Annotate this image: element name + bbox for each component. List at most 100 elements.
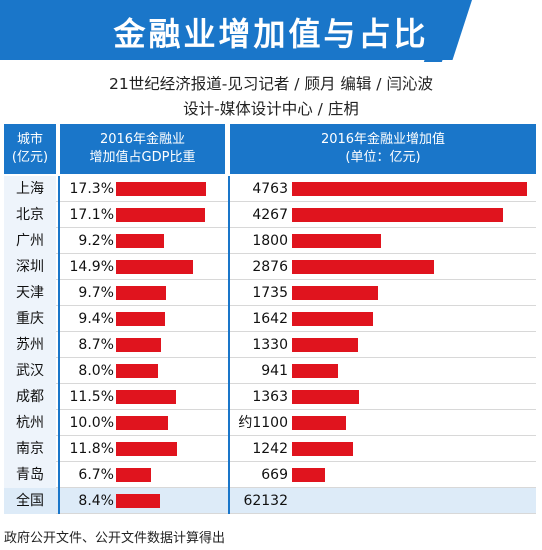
table-row: 苏州 8.7% 1330: [4, 332, 536, 358]
city-label: 青岛: [4, 462, 56, 488]
column-header-share: 2016年金融业 增加值占GDP比重: [60, 124, 225, 174]
value-bar: [292, 234, 381, 248]
value-bar: [292, 468, 325, 482]
column-divider: [228, 228, 230, 254]
share-label: 17.3%: [69, 181, 114, 197]
column-divider: [58, 228, 60, 254]
value-bar: [292, 442, 353, 456]
share-label: 9.4%: [78, 311, 114, 327]
column-divider: [228, 254, 230, 280]
column-divider: [228, 280, 230, 306]
column-divider: [228, 176, 230, 202]
column-header-value-line1: 2016年金融业增加值: [320, 132, 446, 147]
credit-line-2: 设计-媒体设计中心 / 庄枂: [183, 100, 359, 118]
column-header-share-line1: 2016年金融业: [99, 132, 186, 147]
column-divider: [58, 410, 60, 436]
value-bar: [292, 286, 378, 300]
table-row: 广州 9.2% 1800: [4, 228, 536, 254]
value-label: 1800: [252, 233, 288, 249]
share-label: 14.9%: [69, 259, 114, 275]
table-row: 武汉 8.0% 941: [4, 358, 536, 384]
column-divider: [58, 436, 60, 462]
table-row: 全国 8.4% 62132: [4, 488, 536, 514]
column-divider: [58, 280, 60, 306]
city-label: 北京: [4, 202, 56, 228]
share-label: 11.5%: [69, 389, 114, 405]
city-label: 全国: [4, 488, 56, 514]
column-divider: [58, 384, 60, 410]
table-row: 天津 9.7% 1735: [4, 280, 536, 306]
city-label: 天津: [4, 280, 56, 306]
city-label: 武汉: [4, 358, 56, 384]
column-divider: [58, 254, 60, 280]
column-divider: [228, 488, 230, 514]
value-label: 669: [261, 467, 288, 483]
share-bar: [116, 468, 151, 482]
column-divider: [58, 202, 60, 228]
city-label: 深圳: [4, 254, 56, 280]
value-label: 约1100: [238, 415, 288, 431]
value-bar: [292, 182, 527, 196]
page-title: 金融业增加值与占比: [113, 15, 429, 53]
column-divider: [228, 436, 230, 462]
value-bar: [292, 208, 503, 222]
column-divider: [58, 488, 60, 514]
share-bar: [116, 234, 164, 248]
column-divider: [228, 306, 230, 332]
table-row: 上海 17.3% 4763: [4, 176, 536, 202]
share-label: 6.7%: [78, 467, 114, 483]
column-header-city-line1: 城市: [16, 132, 43, 147]
data-table: 上海 17.3% 4763 北京 17.1% 4267 广州 9.2% 1800 深圳 14.9% 2…: [4, 176, 536, 514]
city-label: 南京: [4, 436, 56, 462]
share-bar: [116, 208, 205, 222]
city-label: 重庆: [4, 306, 56, 332]
title-banner: 金融业增加值与占比: [0, 0, 542, 66]
share-bar: [116, 260, 193, 274]
value-label: 1642: [252, 311, 288, 327]
share-bar: [116, 338, 161, 352]
share-label: 8.7%: [78, 337, 114, 353]
share-label: 8.4%: [78, 493, 114, 509]
table-row: 青岛 6.7% 669: [4, 462, 536, 488]
value-label: 941: [261, 363, 288, 379]
column-divider: [58, 358, 60, 384]
share-bar: [116, 390, 176, 404]
column-divider: [58, 462, 60, 488]
column-divider: [58, 332, 60, 358]
column-header-share-line2: 增加值占GDP比重: [89, 150, 196, 165]
share-bar: [116, 494, 160, 508]
share-bar: [116, 312, 165, 326]
table-row: 北京 17.1% 4267: [4, 202, 536, 228]
column-divider: [228, 332, 230, 358]
value-label: 1735: [252, 285, 288, 301]
city-label: 上海: [4, 176, 56, 202]
value-label: 62132: [243, 493, 288, 509]
value-bar: [292, 416, 346, 430]
column-divider: [228, 202, 230, 228]
table-row: 南京 11.8% 1242: [4, 436, 536, 462]
share-label: 11.8%: [69, 441, 114, 457]
share-bar: [116, 182, 206, 196]
value-bar: [292, 312, 373, 326]
value-bar: [292, 390, 359, 404]
column-divider: [228, 462, 230, 488]
share-bar: [116, 286, 166, 300]
share-label: 9.7%: [78, 285, 114, 301]
share-label: 8.0%: [78, 363, 114, 379]
column-header-value: 2016年金融业增加值 (单位：亿元): [230, 124, 536, 174]
value-bar: [292, 260, 434, 274]
table-row: 杭州 10.0% 约1100: [4, 410, 536, 436]
share-bar: [116, 416, 168, 430]
credit-line-1: 21世纪经济报道-见习记者 / 顾月 编辑 / 闫沁波: [109, 75, 433, 93]
share-label: 17.1%: [69, 207, 114, 223]
value-label: 1363: [252, 389, 288, 405]
table-row: 成都 11.5% 1363: [4, 384, 536, 410]
share-label: 10.0%: [69, 415, 114, 431]
column-divider: [228, 384, 230, 410]
city-label: 苏州: [4, 332, 56, 358]
share-bar: [116, 364, 158, 378]
column-header-city-line2: (亿元): [11, 150, 49, 165]
column-divider: [58, 306, 60, 332]
value-label: 4267: [252, 207, 288, 223]
source-note: 政府公开文件、公开文件数据计算得出: [4, 531, 226, 546]
